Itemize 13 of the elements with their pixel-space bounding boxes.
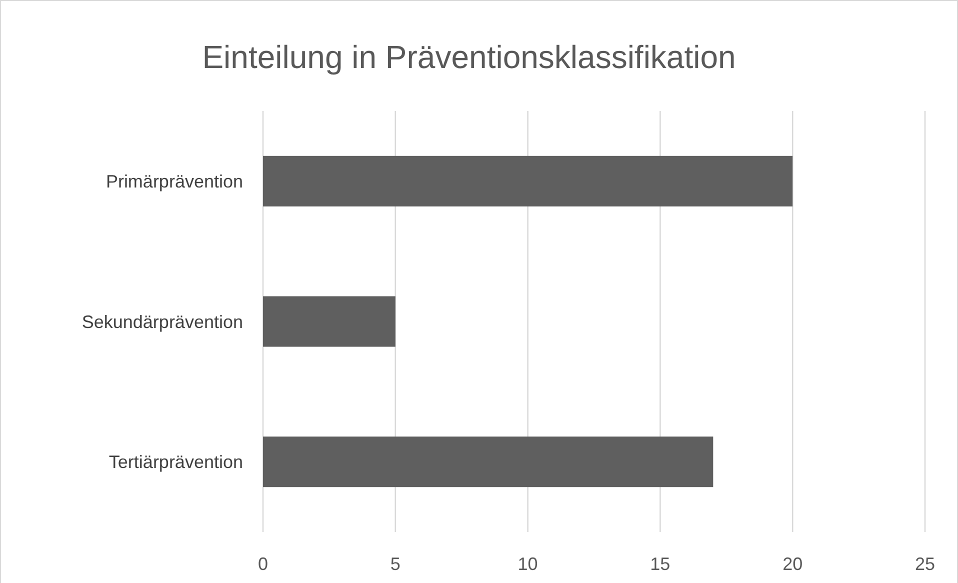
x-tick-label: 25 xyxy=(914,554,936,574)
bar xyxy=(263,296,396,347)
bar xyxy=(263,436,714,488)
y-tick-label: Primärprävention xyxy=(106,171,243,192)
x-tick-label: 20 xyxy=(782,554,803,574)
x-tick-label: 10 xyxy=(518,554,538,574)
y-tick-label: Tertiärprävention xyxy=(108,452,243,472)
y-tick-label: Sekundärprävention xyxy=(82,312,243,332)
x-tick-label: 0 xyxy=(258,554,268,574)
x-tick-label: 15 xyxy=(650,554,670,574)
x-tick-label: 5 xyxy=(390,554,400,574)
bar xyxy=(263,156,793,206)
chart-title: Einteilung in Präventionsklassifikation xyxy=(202,39,736,75)
